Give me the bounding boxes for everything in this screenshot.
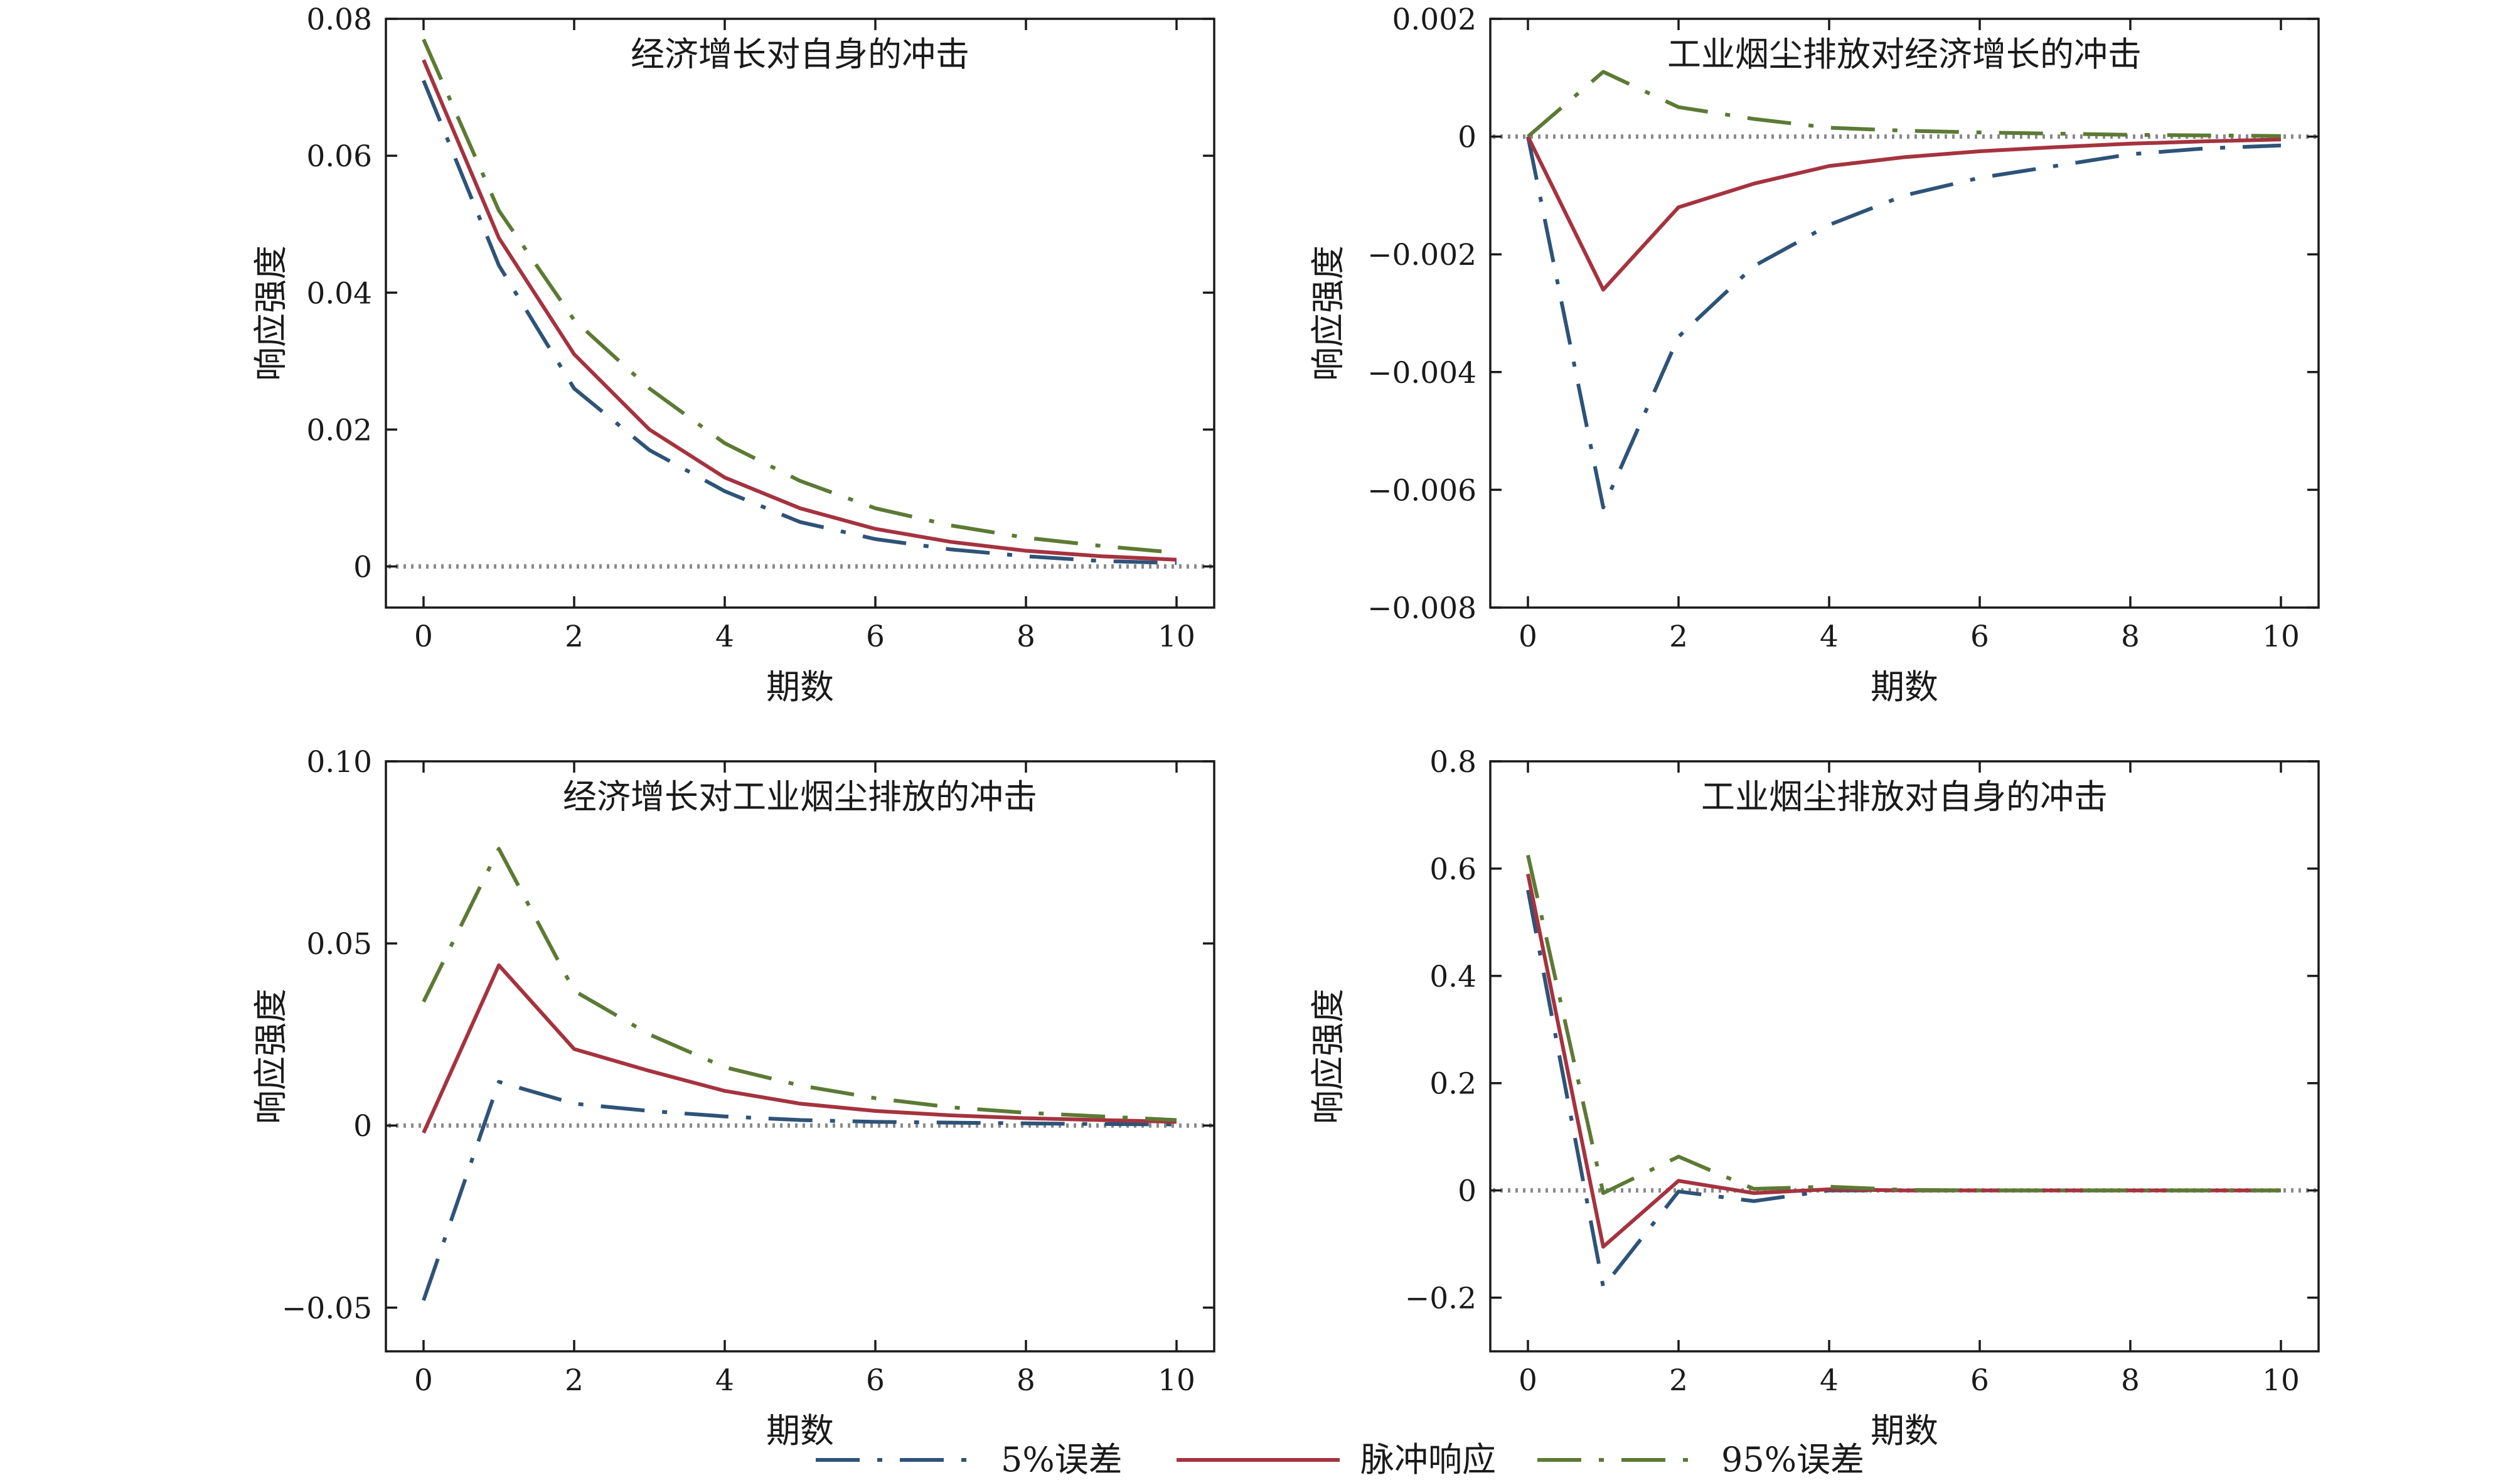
series-line-impulse [422,59,1177,562]
series-line-p5 [1526,889,2281,1289]
x-tick-label: 8 [2121,619,2140,654]
x-tick-label: 6 [866,619,885,654]
y-tick-label: 0 [353,1109,372,1144]
x-tick-label: 2 [565,1363,584,1398]
y-tick-label: −0.2 [1405,1282,1476,1316]
y-tick-label: 0.2 [1429,1067,1476,1102]
y-tick-label: 0.4 [1429,960,1476,994]
plot-frame [1489,760,2320,1353]
plot-frame [1489,18,2320,609]
y-tick-label: −0.008 [1367,591,1476,626]
series-line-impulse [422,963,1177,1134]
series-line-p5 [422,1080,1177,1301]
x-tick-label: 4 [715,1363,734,1398]
chart-panel-2: 0 2 4 6 8 10 −0.008 −0.006 −0.004 −0.002 0 0.002 工业烟… [1308,3,2320,707]
panel-title: 工业烟尘排放对经济增长的冲击 [1667,35,2142,74]
y-axis-label: 响应强度 [251,245,291,381]
series-line-p95 [1526,854,2281,1195]
x-tick-label: 8 [1017,1363,1035,1398]
x-tick-label: 10 [2262,619,2300,654]
series-line-p5 [1526,136,2282,510]
y-tick-label: 0 [353,550,372,585]
y-tick-label: −0.006 [1367,473,1476,508]
x-tick-label: 6 [1970,1363,1989,1398]
y-axis-label: 响应强度 [1308,989,1348,1124]
y-tick-label: 0.10 [306,745,372,780]
x-tick-label: 2 [565,619,584,654]
y-tick-label: −0.004 [1367,356,1476,390]
x-tick-label: 6 [1970,619,1989,654]
y-tick-label: −0.002 [1367,238,1476,272]
series-line-p95 [422,847,1177,1122]
x-axis-label: 期数 [766,667,834,707]
y-tick-label: 0.6 [1429,852,1476,887]
x-axis-label: 期数 [1871,667,1938,707]
y-tick-label: 0.8 [1429,745,1476,780]
series-line-p95 [1527,70,2282,138]
x-tick-label: 0 [1519,1363,1537,1398]
legend-label-p95: 95%误差 [1721,1440,1864,1479]
x-tick-label: 4 [1820,619,1839,654]
x-tick-label: 8 [1017,619,1035,654]
panel-title: 工业烟尘排放对自身的冲击 [1701,777,2108,817]
panel-title: 经济增长对自身的冲击 [631,35,969,74]
series-line-impulse [1526,136,2282,292]
plot-frame [385,760,1215,1353]
x-axis-label: 期数 [766,1411,834,1451]
x-tick-label: 6 [866,1363,885,1398]
y-axis-label: 响应强度 [251,989,291,1124]
x-tick-label: 4 [715,619,734,654]
y-tick-label: 0.002 [1392,3,1476,37]
x-tick-label: 0 [1519,619,1537,654]
y-tick-label: 0.08 [306,3,372,37]
x-axis-label: 期数 [1871,1411,1938,1451]
series-line-p95 [422,38,1177,555]
y-tick-label: 0 [1458,1174,1476,1209]
y-tick-label: 0.06 [306,139,372,174]
x-tick-label: 2 [1669,619,1688,654]
panel-title: 经济增长对工业烟尘排放的冲击 [563,777,1037,817]
legend: 5%误差 脉冲响应 95%误差 [816,1440,1864,1479]
x-tick-label: 8 [2121,1363,2140,1398]
y-tick-label: 0 [1458,121,1476,155]
plot-frame [385,18,1215,609]
legend-item-impulse: 脉冲响应 [1177,1440,1496,1479]
x-tick-label: 2 [1669,1363,1688,1398]
y-axis-label: 响应强度 [1308,245,1348,381]
y-tick-label: −0.05 [282,1291,372,1326]
x-tick-label: 10 [2262,1363,2300,1398]
series-line-impulse [1526,873,2281,1249]
x-tick-label: 0 [414,1363,433,1398]
chart-panels: 0 2 4 6 8 1000.020.040.060.08经济增长对自身的冲击期数响应强度… [251,3,2320,1451]
x-tick-label: 0 [414,619,433,654]
y-tick-label: 0.02 [306,413,372,448]
legend-label-impulse: 脉冲响应 [1360,1440,1496,1479]
legend-item-p5: 5%误差 [816,1440,1123,1479]
x-tick-label: 4 [1820,1363,1839,1398]
series-line-p5 [422,80,1177,566]
legend-label-p5: 5%误差 [1001,1440,1123,1479]
y-tick-label: 0.05 [306,927,372,962]
x-tick-label: 10 [1158,619,1195,654]
legend-item-p95: 95%误差 [1537,1440,1864,1479]
x-tick-label: 10 [1158,1363,1195,1398]
y-tick-label: 0.04 [306,276,372,311]
